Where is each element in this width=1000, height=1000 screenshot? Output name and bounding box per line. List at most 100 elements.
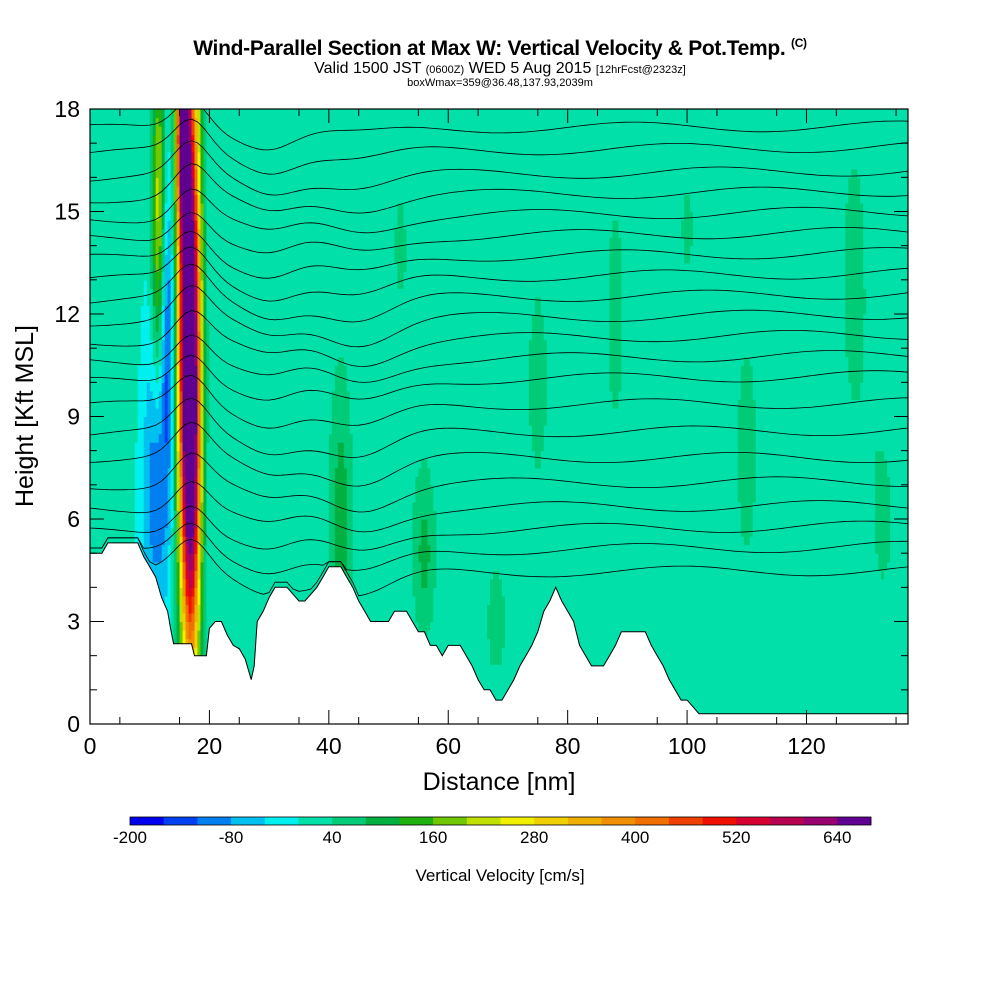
w-cell — [890, 698, 894, 708]
w-cell — [687, 655, 691, 665]
w-cell — [758, 672, 763, 682]
w-cell — [696, 655, 700, 665]
w-cell — [830, 664, 834, 674]
w-cell — [666, 664, 670, 674]
w-cell — [666, 655, 670, 665]
w-cell — [487, 655, 491, 665]
w-cell — [710, 689, 715, 699]
w-cell — [818, 689, 823, 699]
w-cell — [758, 655, 763, 665]
w-cell — [713, 698, 718, 708]
w-cell — [863, 698, 867, 708]
w-cell — [773, 664, 778, 674]
w-cell — [875, 706, 879, 717]
w-cell — [737, 689, 742, 699]
w-cell — [699, 698, 703, 708]
w-cell — [899, 706, 903, 717]
w-cell — [839, 698, 843, 708]
w-cell — [734, 706, 739, 717]
w-cell — [660, 647, 664, 657]
w-cell — [251, 664, 255, 674]
w-cell — [866, 689, 870, 699]
w-cell — [827, 664, 831, 674]
w-cell — [872, 681, 876, 691]
w-cell — [600, 647, 605, 657]
w-cell — [851, 698, 855, 708]
w-cell — [696, 698, 700, 708]
w-cell — [728, 672, 733, 682]
w-cell — [710, 698, 715, 708]
w-cell — [866, 672, 870, 682]
w-cell — [815, 672, 820, 682]
w-cell — [687, 672, 691, 682]
w-cell — [779, 689, 784, 699]
w-cell — [899, 681, 903, 691]
w-cell — [594, 655, 599, 665]
w-cell — [719, 655, 724, 665]
w-cell — [588, 655, 593, 665]
w-cell — [830, 655, 834, 665]
w-cell — [749, 681, 754, 691]
w-cell — [710, 681, 715, 691]
w-cell — [770, 672, 775, 682]
w-cell — [860, 689, 864, 699]
w-cell — [687, 689, 691, 699]
w-cell — [687, 681, 691, 691]
w-cell — [794, 664, 799, 674]
w-cell — [809, 698, 814, 708]
w-cell — [484, 655, 488, 665]
w-cell — [719, 664, 724, 674]
w-cell — [749, 655, 754, 665]
w-cell — [504, 647, 509, 657]
w-cell — [764, 698, 769, 708]
w-cell — [773, 698, 778, 708]
w-cell — [842, 664, 846, 674]
w-cell — [884, 698, 888, 708]
w-cell — [755, 706, 760, 717]
w-cell — [490, 655, 494, 665]
w-cell — [872, 672, 876, 682]
w-cell — [478, 655, 482, 665]
w-cell — [848, 672, 852, 682]
w-cell — [884, 655, 888, 665]
w-cell — [830, 706, 834, 717]
w-cell — [779, 681, 784, 691]
w-cell — [752, 664, 757, 674]
w-cell — [830, 689, 834, 699]
w-cell — [782, 689, 787, 699]
w-cell — [516, 655, 521, 665]
w-cell — [869, 689, 873, 699]
w-cell — [776, 672, 781, 682]
w-cell — [481, 664, 485, 674]
w-cell — [779, 664, 784, 674]
w-cell — [472, 655, 476, 665]
w-cell — [791, 681, 796, 691]
w-cell — [821, 698, 826, 708]
w-cell — [767, 706, 772, 717]
w-cell — [669, 672, 673, 682]
w-cell — [899, 672, 903, 682]
w-cell — [740, 672, 745, 682]
w-cell — [806, 655, 811, 665]
w-cell — [248, 647, 252, 657]
w-cell — [696, 689, 700, 699]
w-cell — [857, 664, 861, 674]
w-cell — [830, 698, 834, 708]
w-cell — [851, 689, 855, 699]
w-cell — [842, 706, 846, 717]
w-cell — [797, 706, 802, 717]
w-cell — [905, 672, 908, 682]
w-cell — [740, 706, 745, 717]
w-cell — [842, 689, 846, 699]
w-cell — [836, 655, 840, 665]
w-cell — [785, 681, 790, 691]
forecast-info: [12hrFcst@2323z] — [595, 64, 686, 76]
w-cell — [791, 672, 796, 682]
w-cell — [893, 672, 897, 682]
w-cell — [690, 698, 694, 708]
w-cell — [684, 689, 688, 699]
w-cell — [675, 664, 679, 674]
w-cell — [803, 689, 808, 699]
w-cell — [902, 681, 906, 691]
w-cell — [827, 706, 831, 717]
